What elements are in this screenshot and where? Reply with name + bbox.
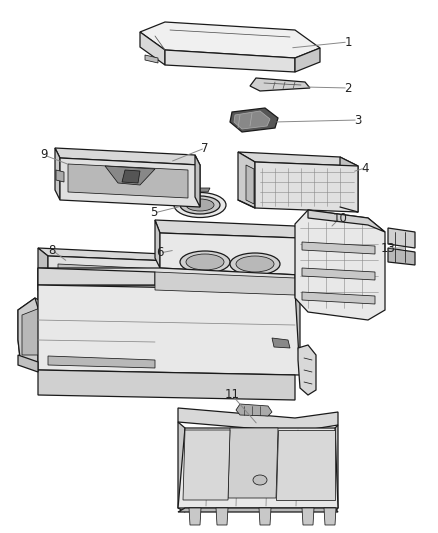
Polygon shape	[340, 157, 358, 212]
Polygon shape	[55, 148, 60, 200]
Polygon shape	[140, 22, 320, 58]
Polygon shape	[185, 255, 195, 302]
Ellipse shape	[180, 251, 230, 273]
Polygon shape	[38, 248, 195, 262]
Polygon shape	[298, 345, 316, 395]
Polygon shape	[198, 242, 226, 278]
Polygon shape	[105, 166, 155, 185]
Polygon shape	[140, 32, 165, 65]
Polygon shape	[38, 370, 295, 400]
Polygon shape	[259, 508, 271, 525]
Ellipse shape	[230, 253, 280, 275]
Text: 9: 9	[40, 149, 48, 161]
Polygon shape	[272, 338, 290, 348]
Polygon shape	[194, 188, 210, 192]
Ellipse shape	[180, 196, 220, 214]
Polygon shape	[22, 308, 42, 355]
Polygon shape	[56, 170, 64, 182]
Polygon shape	[38, 285, 48, 365]
Polygon shape	[238, 152, 358, 166]
Polygon shape	[40, 276, 50, 284]
Polygon shape	[302, 268, 375, 280]
Ellipse shape	[253, 475, 267, 485]
Polygon shape	[228, 428, 278, 498]
Polygon shape	[302, 292, 375, 304]
Polygon shape	[165, 50, 295, 72]
Ellipse shape	[174, 192, 226, 217]
Polygon shape	[183, 430, 230, 500]
Polygon shape	[38, 268, 155, 285]
Text: 8: 8	[48, 244, 56, 256]
Polygon shape	[216, 508, 228, 525]
Polygon shape	[302, 508, 314, 525]
Polygon shape	[60, 158, 200, 207]
Polygon shape	[145, 55, 158, 63]
Polygon shape	[38, 285, 300, 375]
Polygon shape	[230, 108, 278, 132]
Polygon shape	[178, 422, 185, 512]
Polygon shape	[178, 408, 338, 432]
Ellipse shape	[198, 236, 226, 248]
Polygon shape	[255, 162, 358, 212]
Polygon shape	[155, 220, 300, 238]
Polygon shape	[324, 508, 336, 525]
Ellipse shape	[186, 254, 224, 270]
Polygon shape	[155, 220, 160, 268]
Text: 6: 6	[156, 246, 164, 260]
Polygon shape	[308, 210, 385, 232]
Polygon shape	[189, 508, 201, 525]
Polygon shape	[295, 275, 300, 375]
Polygon shape	[155, 272, 295, 295]
Text: 2: 2	[344, 82, 352, 94]
Polygon shape	[18, 298, 38, 365]
Polygon shape	[178, 428, 338, 508]
Text: 1: 1	[344, 36, 352, 49]
Polygon shape	[236, 404, 272, 416]
Polygon shape	[295, 48, 320, 72]
Polygon shape	[18, 298, 48, 365]
Polygon shape	[388, 228, 415, 248]
Ellipse shape	[161, 236, 189, 248]
Polygon shape	[160, 233, 300, 275]
Polygon shape	[250, 78, 310, 91]
Polygon shape	[38, 248, 48, 298]
Polygon shape	[302, 242, 375, 254]
Ellipse shape	[161, 272, 189, 284]
Polygon shape	[122, 170, 140, 183]
Polygon shape	[335, 425, 338, 512]
Text: 4: 4	[361, 161, 369, 174]
Text: 7: 7	[201, 141, 209, 155]
Ellipse shape	[198, 272, 226, 284]
Ellipse shape	[186, 199, 214, 211]
Polygon shape	[161, 242, 189, 278]
Polygon shape	[234, 111, 270, 129]
Polygon shape	[48, 256, 195, 302]
Polygon shape	[238, 152, 255, 208]
Polygon shape	[58, 264, 180, 292]
Text: 10: 10	[332, 212, 347, 224]
Polygon shape	[295, 210, 385, 320]
Text: 3: 3	[354, 114, 362, 126]
Polygon shape	[246, 165, 254, 204]
Polygon shape	[48, 356, 155, 368]
Text: 5: 5	[150, 206, 158, 220]
Polygon shape	[388, 248, 415, 265]
Text: 11: 11	[225, 389, 240, 401]
Polygon shape	[18, 355, 38, 372]
Polygon shape	[195, 155, 200, 207]
Ellipse shape	[236, 256, 274, 272]
Polygon shape	[178, 508, 338, 512]
Polygon shape	[55, 148, 200, 165]
Polygon shape	[276, 430, 335, 500]
Polygon shape	[68, 164, 188, 198]
Text: 13: 13	[381, 241, 396, 254]
Polygon shape	[38, 268, 300, 290]
